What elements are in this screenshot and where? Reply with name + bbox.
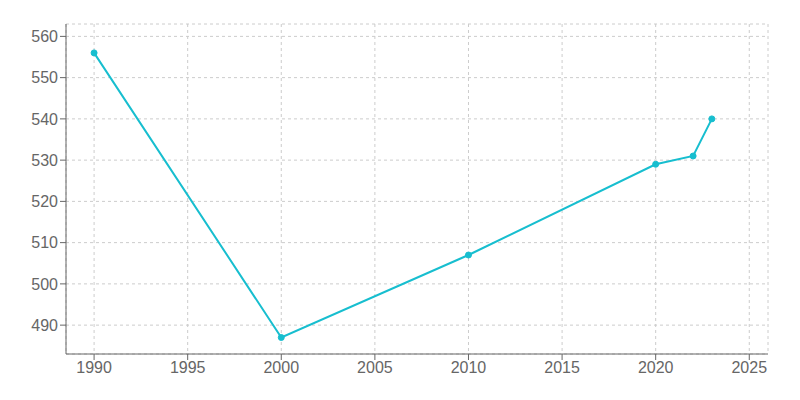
svg-text:560: 560 — [31, 28, 58, 45]
svg-text:530: 530 — [31, 152, 58, 169]
svg-text:2020: 2020 — [638, 359, 674, 376]
svg-text:1990: 1990 — [76, 359, 112, 376]
svg-text:520: 520 — [31, 193, 58, 210]
svg-text:2025: 2025 — [731, 359, 767, 376]
svg-text:2000: 2000 — [263, 359, 299, 376]
svg-text:510: 510 — [31, 234, 58, 251]
svg-text:2015: 2015 — [544, 359, 580, 376]
svg-text:1995: 1995 — [170, 359, 206, 376]
svg-text:2010: 2010 — [451, 359, 487, 376]
svg-text:550: 550 — [31, 69, 58, 86]
svg-text:490: 490 — [31, 317, 58, 334]
svg-text:540: 540 — [31, 111, 58, 128]
svg-text:500: 500 — [31, 276, 58, 293]
svg-text:2005: 2005 — [357, 359, 393, 376]
